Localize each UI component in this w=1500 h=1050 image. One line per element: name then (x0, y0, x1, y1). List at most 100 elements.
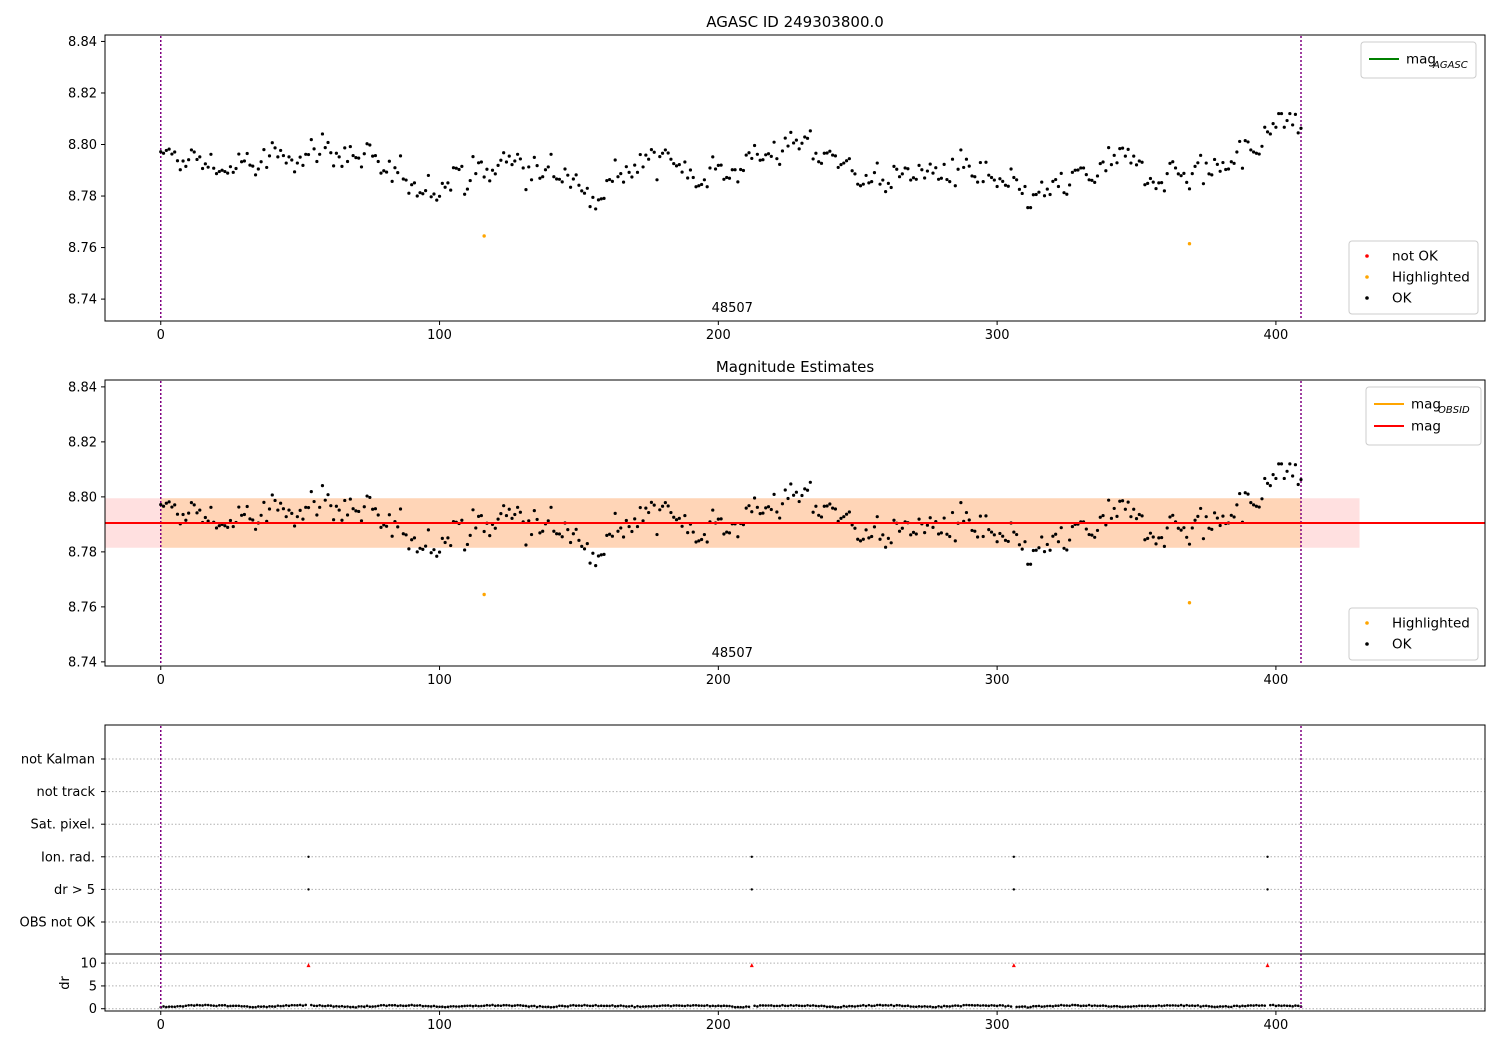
ok-point (240, 513, 244, 517)
ok-point (1243, 491, 1247, 495)
ok-point (1154, 542, 1158, 546)
dr-point (1179, 1003, 1183, 1007)
ok-point (231, 524, 235, 529)
dr-point (622, 1004, 625, 1008)
ok-point (451, 166, 456, 170)
ok-point (797, 147, 801, 151)
ok-point (989, 530, 994, 534)
ok-point (465, 187, 470, 191)
ok-point (471, 155, 475, 159)
ok-point (262, 500, 266, 504)
dr-point (429, 1005, 433, 1008)
dr-point (836, 1005, 840, 1009)
dr-point (1121, 1005, 1124, 1009)
legend-label: Highlighted (1392, 616, 1470, 632)
ok-point (783, 136, 787, 140)
ok-point (167, 147, 171, 151)
dr-point (895, 1003, 899, 1007)
ok-point (727, 176, 732, 180)
ok-point (223, 169, 227, 174)
panel1-legend-points: not OK Highlighted OK (1348, 240, 1479, 315)
dr-point (477, 1004, 480, 1008)
dr-point (1182, 1004, 1186, 1008)
ok-point (1207, 172, 1211, 176)
ok-point (529, 178, 534, 182)
ok-point (552, 529, 556, 533)
dr-point (563, 1004, 567, 1008)
ok-point (945, 177, 949, 182)
ok-point (805, 136, 810, 140)
ok-point (488, 534, 492, 538)
ok-point (761, 158, 765, 162)
ok-point (1176, 526, 1180, 530)
dr-point (181, 1005, 185, 1008)
ok-point (1224, 167, 1228, 172)
ok-point (811, 510, 815, 514)
ok-point (967, 518, 971, 522)
ok-point (588, 561, 592, 565)
ok-point (666, 504, 670, 508)
ok-point (429, 551, 433, 555)
ok-point (435, 198, 439, 202)
dr-point (931, 1005, 935, 1009)
dr-point (443, 1005, 447, 1009)
ok-point (780, 502, 785, 506)
dr-point (1207, 1005, 1211, 1008)
ok-point (596, 198, 601, 202)
dr-point (374, 1005, 377, 1008)
ok-point (343, 498, 347, 503)
ok-point (736, 180, 740, 184)
x-tick-label: 0 (157, 673, 165, 688)
dr-point (1110, 1005, 1113, 1008)
ok-point (635, 170, 640, 174)
flag-point (307, 855, 310, 858)
ok-point (279, 501, 283, 505)
ok-point (1026, 206, 1030, 210)
ok-point (237, 505, 241, 509)
ok-point (546, 165, 550, 169)
ok-point (1003, 538, 1008, 542)
ok-point (463, 548, 467, 552)
flag-point (1266, 888, 1269, 891)
dr-point (1232, 1004, 1236, 1008)
ok-point (474, 172, 478, 176)
dr-point (998, 1003, 1002, 1007)
ok-point (1068, 538, 1072, 542)
ok-point (705, 185, 709, 189)
ok-point (814, 151, 818, 155)
dr-point (761, 1004, 765, 1007)
ok-point (552, 175, 556, 179)
ok-point (340, 518, 344, 522)
dr-point (546, 1005, 550, 1009)
ok-point (984, 514, 988, 518)
dr-point (1190, 1004, 1194, 1007)
ok-point (1263, 476, 1267, 481)
ok-point (858, 539, 863, 543)
ok-point (404, 533, 408, 537)
ok-point (373, 153, 378, 158)
ok-point (527, 519, 531, 523)
ok-point (886, 181, 890, 186)
ok-point (808, 129, 812, 133)
dr-point (527, 1005, 531, 1008)
dr-point (722, 1004, 726, 1007)
dr-point (1149, 1004, 1152, 1008)
ok-point (359, 519, 364, 523)
ok-point (844, 512, 849, 516)
dr-point (948, 1005, 952, 1008)
dr-point (396, 1004, 400, 1008)
dr-point (730, 1005, 734, 1008)
dr-point (917, 1005, 921, 1008)
ok-point (568, 185, 573, 189)
dr-point (410, 1003, 413, 1007)
ok-point (251, 518, 255, 522)
dr-point (611, 1004, 614, 1007)
dr-point (803, 1004, 807, 1008)
dr-point (633, 1005, 636, 1009)
ok-point (281, 507, 286, 511)
ok-point (560, 180, 564, 184)
ok-point (332, 518, 336, 522)
ok-point (1182, 526, 1186, 530)
legend-marker (1365, 254, 1369, 258)
legend-label: mag (1411, 397, 1441, 413)
